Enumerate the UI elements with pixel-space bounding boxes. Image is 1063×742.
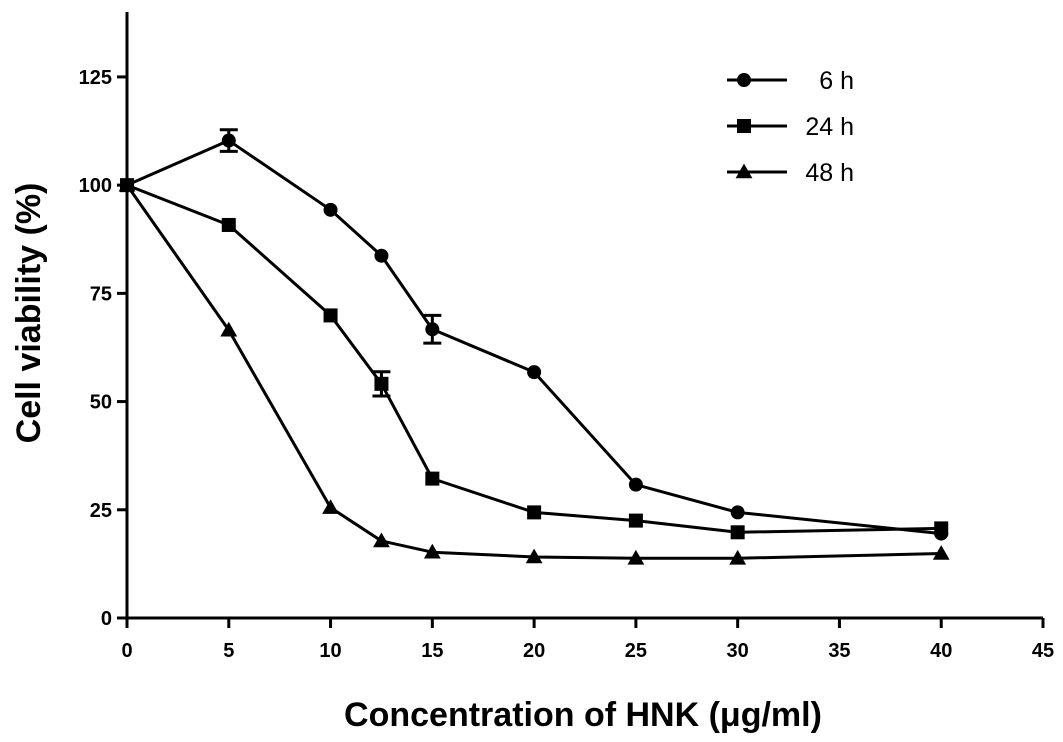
series-line (126, 183, 942, 534)
legend-marker-circle (737, 73, 751, 87)
x-tick-label: 35 (828, 640, 850, 662)
axes (125, 12, 1043, 620)
x-axis-title: Concentration of HNK (μg/ml) (344, 696, 822, 734)
legend-label: 48 h (805, 159, 854, 187)
y-tick-label: 100 (79, 175, 112, 197)
data-point-circle (730, 505, 745, 520)
data-point-circle (374, 248, 389, 263)
data-point-circle (628, 477, 643, 492)
y-tick-label: 25 (90, 500, 112, 522)
series-triangle (118, 176, 950, 565)
data-point-circle (527, 365, 542, 380)
data-point-triangle (932, 545, 950, 560)
x-tick-label: 10 (319, 640, 341, 662)
x-tick-label: 40 (930, 640, 952, 662)
data-point-triangle (373, 532, 390, 548)
data-point-triangle (322, 499, 339, 514)
y-tick-label: 50 (90, 392, 112, 414)
data-point-square (527, 505, 542, 520)
x-tick-label: 15 (421, 640, 443, 662)
data-point-triangle (525, 548, 543, 564)
legend-entry: 24 h (727, 113, 854, 141)
y-tick-label: 125 (79, 67, 112, 89)
data-point-triangle (220, 321, 238, 337)
data-point-square (374, 376, 389, 391)
x-tick-label: 30 (727, 640, 749, 662)
legend-marker-triangle (735, 163, 753, 179)
legend-label: 6 h (819, 67, 854, 95)
x-tick-label: 45 (1032, 640, 1054, 662)
y-tick-label: 75 (90, 283, 112, 305)
x-tick-label: 25 (625, 640, 647, 662)
legend-entry: 6 h (727, 67, 854, 95)
tick-group: 0 5 10 15 20 25 30 35 40 45 0 25 50 75 100 125 (79, 67, 1055, 662)
x-tick-label: 5 (223, 640, 234, 662)
data-point-triangle (627, 549, 645, 565)
data-point-square (323, 308, 338, 323)
series-line (126, 139, 942, 536)
data-point-circle (221, 133, 236, 148)
data-point-triangle (118, 176, 136, 192)
legend-entry: 48 h (727, 159, 854, 187)
data-point-circle (425, 322, 440, 337)
data-point-triangle (729, 549, 747, 565)
series-group (118, 128, 950, 565)
data-point-square (221, 217, 236, 232)
data-point-square (934, 521, 949, 536)
data-point-square (425, 471, 440, 486)
series-square (120, 178, 949, 540)
legend-label: 24 h (805, 113, 854, 141)
legend: 6 h 24 h 48 h (727, 67, 854, 187)
data-point-circle (323, 202, 338, 217)
x-tick-label: 0 (121, 640, 132, 662)
y-tick-label: 0 (101, 608, 112, 630)
data-point-triangle (423, 543, 441, 559)
data-point-square (628, 513, 643, 528)
series-circle (120, 128, 949, 541)
y-axis-title: Cell viability (%) (10, 183, 48, 444)
legend-marker-square (737, 119, 751, 133)
data-point-square (730, 525, 745, 540)
x-tick-label: 20 (523, 640, 545, 662)
